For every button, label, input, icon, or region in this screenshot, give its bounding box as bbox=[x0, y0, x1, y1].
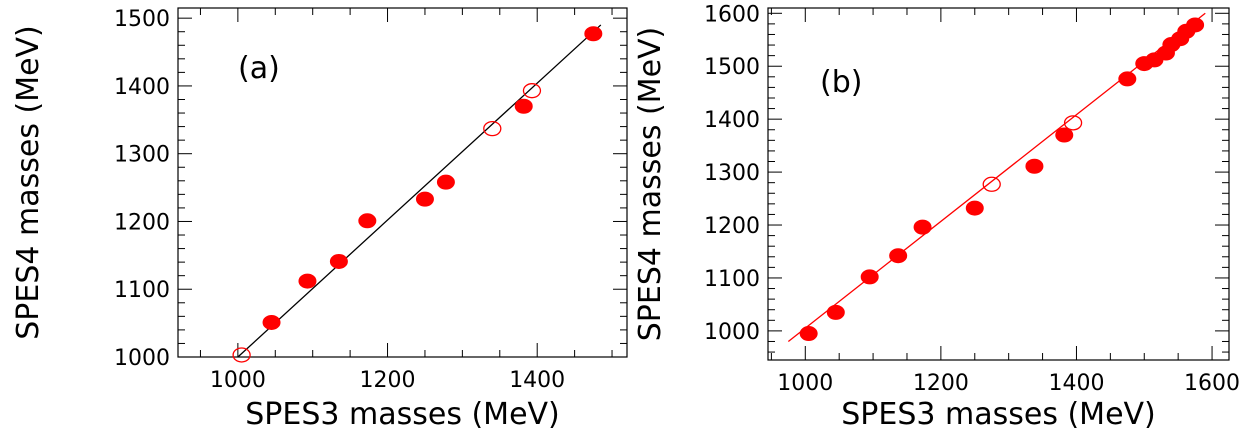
panel-label: (a) bbox=[238, 51, 280, 86]
data-point-filled bbox=[298, 273, 317, 289]
data-point-open bbox=[232, 347, 251, 363]
panel-label: (b) bbox=[820, 65, 862, 100]
x-tick-label: 1200 bbox=[360, 368, 416, 393]
data-point-filled bbox=[358, 213, 377, 229]
x-tick-label: 1400 bbox=[509, 368, 565, 393]
x-axis-title: SPES3 masses (MeV) bbox=[841, 397, 1156, 432]
x-axis-title: SPES3 masses (MeV) bbox=[245, 397, 560, 432]
data-point-filled bbox=[799, 326, 818, 342]
data-point-filled bbox=[1118, 71, 1137, 87]
x-tick-label: 1000 bbox=[210, 368, 266, 393]
data-point-filled bbox=[1055, 127, 1074, 143]
y-tick-label: 1600 bbox=[704, 2, 760, 27]
chart-panel-1: 1000 1100 1200 1300 1400 1500 1600 1000 1200 1400… bbox=[633, 2, 1240, 432]
data-point-open bbox=[1063, 115, 1083, 131]
data-point-filled bbox=[826, 304, 845, 320]
data-point-filled bbox=[415, 191, 434, 207]
fit-line bbox=[787, 12, 1206, 342]
y-tick-label: 1100 bbox=[704, 267, 760, 292]
data-point-filled bbox=[1186, 17, 1205, 33]
y-tick-label: 1300 bbox=[704, 161, 760, 186]
data-point-filled bbox=[584, 26, 603, 42]
fit-line bbox=[237, 24, 602, 358]
data-point-filled bbox=[1025, 158, 1044, 174]
data-point-filled bbox=[436, 174, 455, 190]
y-tick-label: 1200 bbox=[114, 210, 170, 235]
x-tick-label: 1400 bbox=[1048, 371, 1104, 396]
x-tick-label: 1600 bbox=[1184, 371, 1240, 396]
y-axis-title: SPES4 masses (MeV) bbox=[633, 27, 668, 342]
y-tick-label: 1500 bbox=[704, 55, 760, 80]
y-tick-label: 1200 bbox=[704, 214, 760, 239]
x-tick-label: 1000 bbox=[777, 371, 833, 396]
y-tick-label: 1000 bbox=[704, 320, 760, 345]
plot-frame bbox=[767, 7, 1230, 361]
data-point-filled bbox=[913, 219, 932, 235]
data-point-filled bbox=[329, 253, 348, 269]
data-point-filled bbox=[514, 98, 533, 114]
data-point-open bbox=[522, 83, 542, 99]
data-point-filled bbox=[262, 314, 281, 330]
data-point-filled bbox=[860, 269, 879, 285]
data-point-open bbox=[483, 120, 502, 137]
y-tick-label: 1400 bbox=[114, 75, 170, 100]
y-tick-label: 1400 bbox=[704, 108, 760, 133]
chart-panel-0: 1000 1100 1200 1300 1400 1500 1000 1200 1400 SPES… bbox=[11, 7, 628, 432]
x-tick-label: 1200 bbox=[913, 371, 969, 396]
y-tick-label: 1300 bbox=[114, 143, 170, 168]
y-tick-label: 1500 bbox=[114, 7, 170, 32]
y-axis-title: SPES4 masses (MeV) bbox=[11, 25, 46, 340]
y-tick-label: 1000 bbox=[114, 346, 170, 371]
y-tick-label: 1100 bbox=[114, 278, 170, 303]
data-point-filled bbox=[889, 248, 908, 264]
data-point-open bbox=[982, 176, 1001, 192]
plot-frame bbox=[177, 7, 628, 358]
data-point-filled bbox=[965, 200, 984, 216]
